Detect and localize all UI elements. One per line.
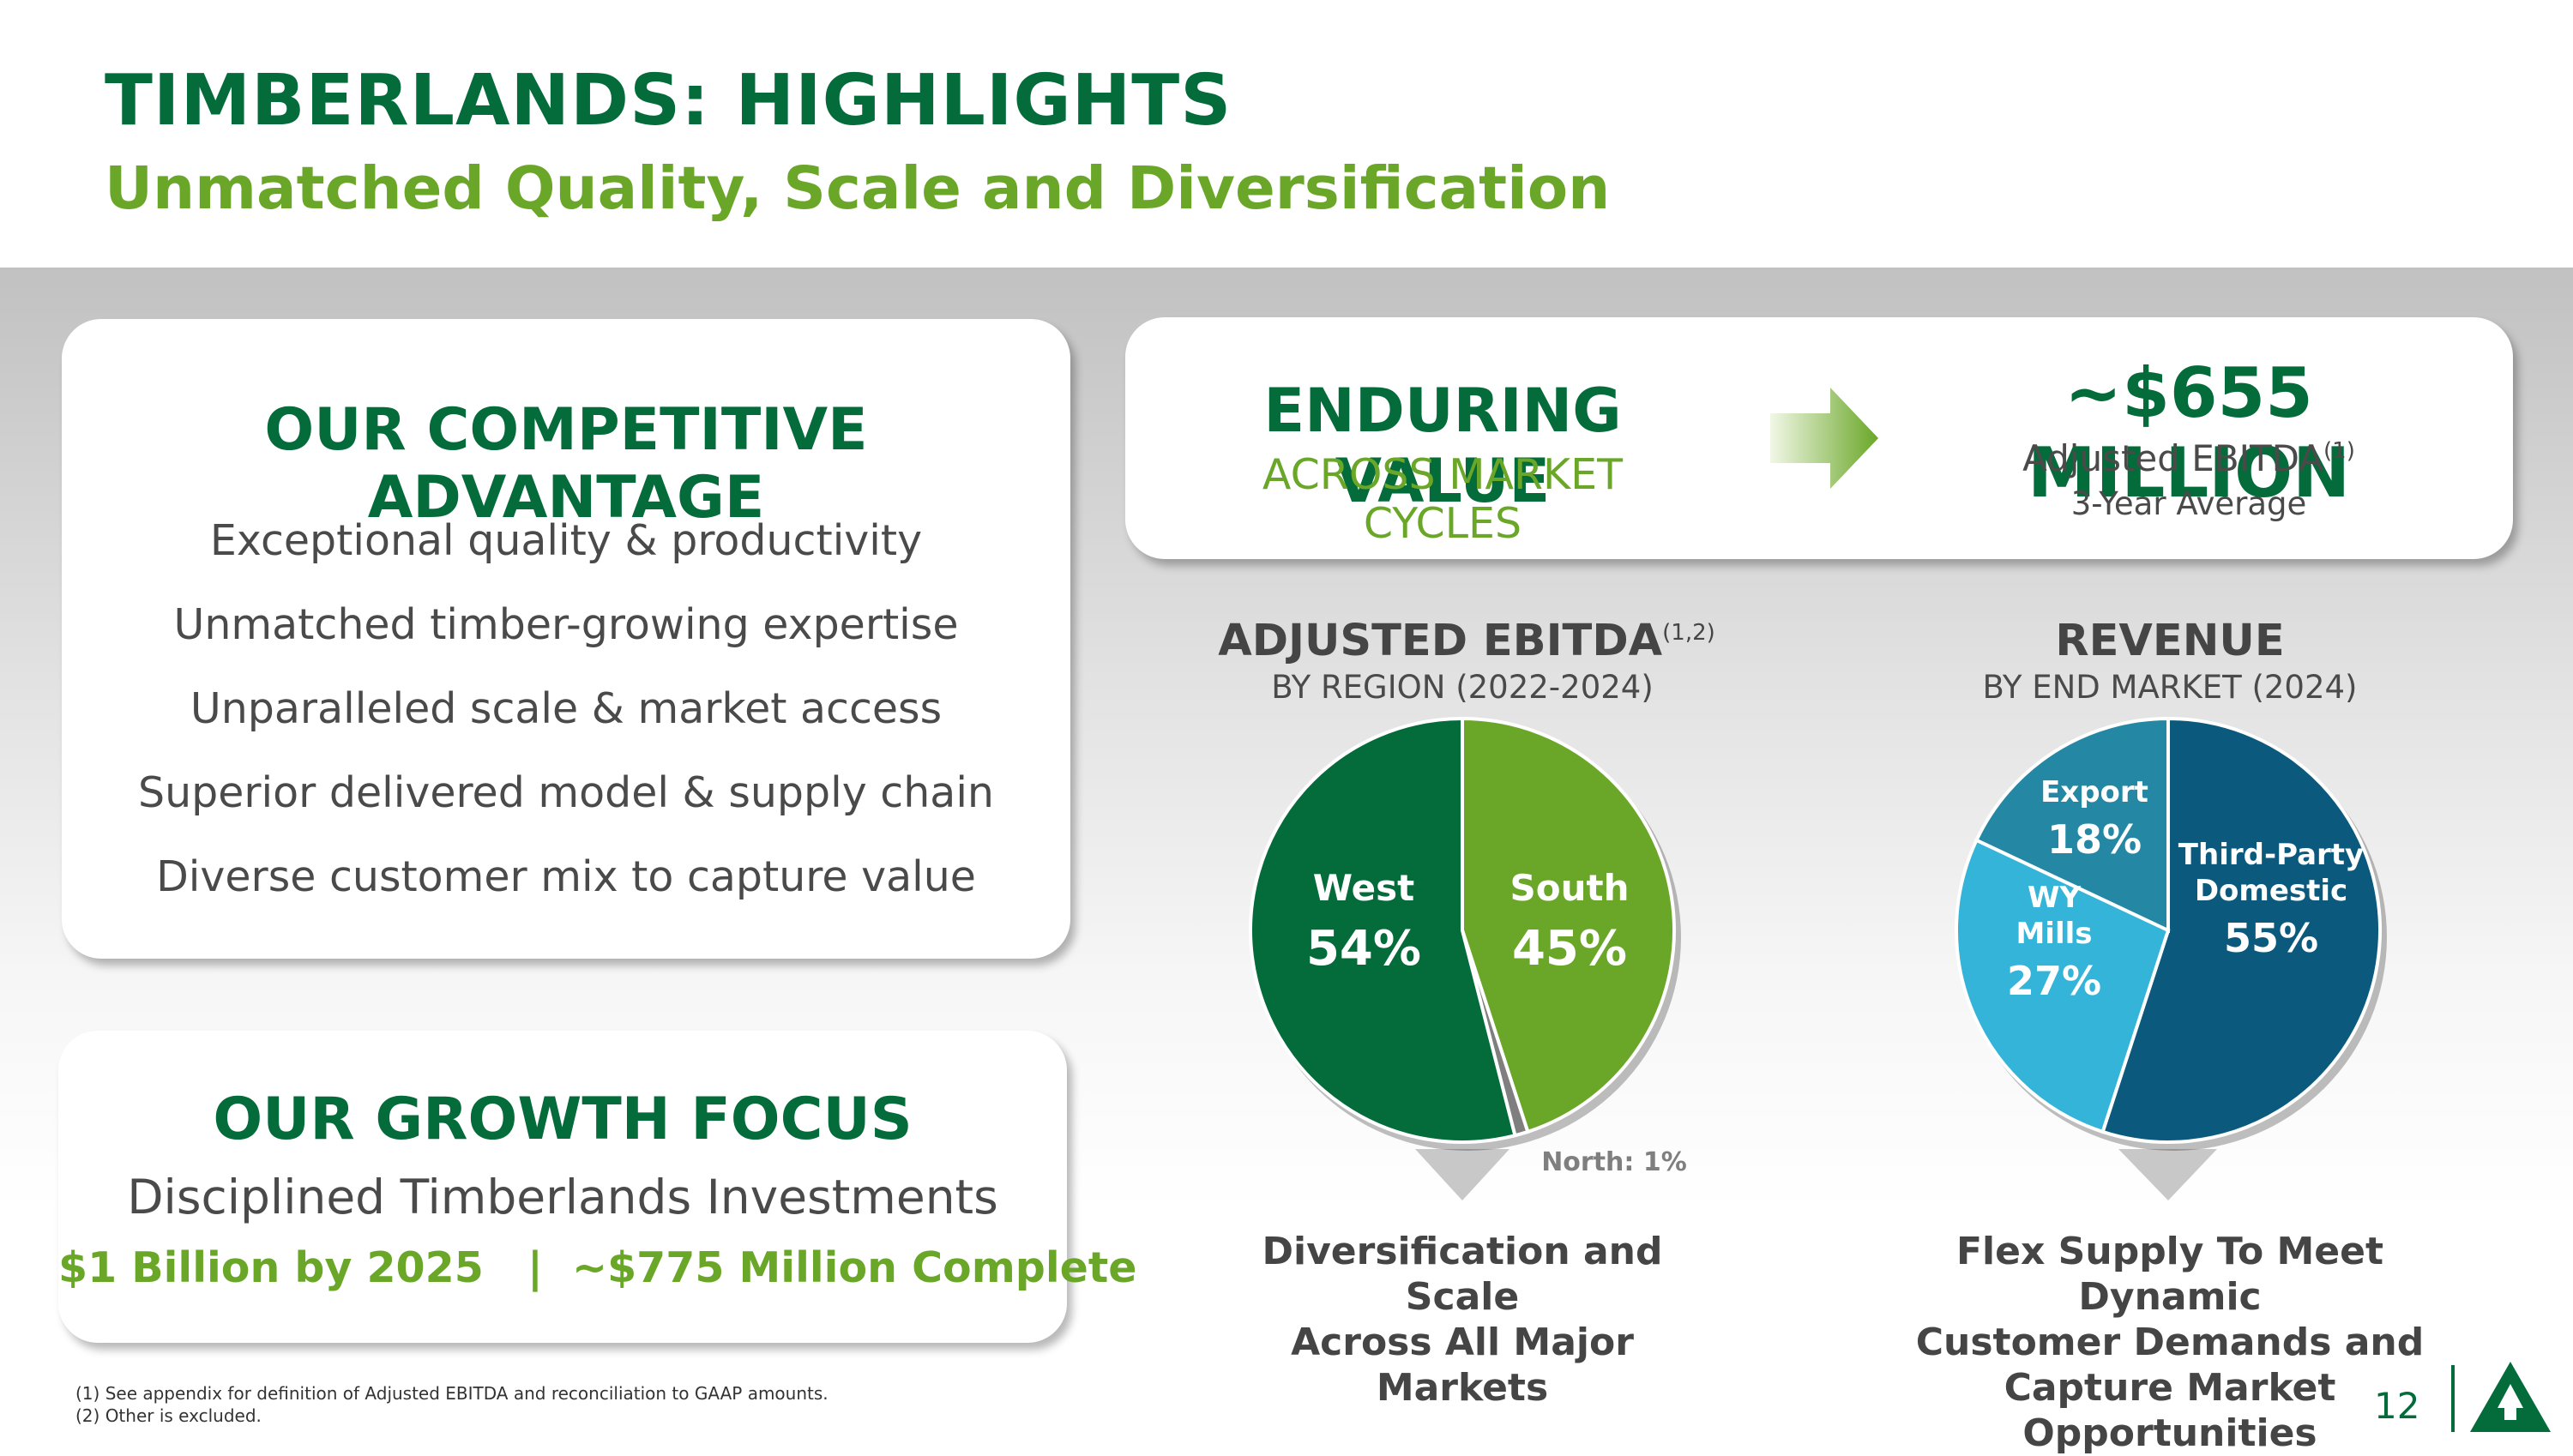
advantage-item: Diverse customer mix to capture value	[156, 852, 976, 901]
caption-line: Diversification and Scale	[1262, 1230, 1663, 1319]
page-title: TIMBERLANDS: HIGHLIGHTS	[105, 60, 1232, 141]
footnote: (1) See appendix for definition of Adjus…	[75, 1383, 829, 1404]
slice-label: Third-Party	[2178, 838, 2364, 872]
ebitda-chart-caption: Diversification and Scale Across All Maj…	[1201, 1229, 1724, 1411]
growth-investment-goal: $1 Billion by 2025 | ~$775 Million Compl…	[58, 1243, 1137, 1292]
competitive-advantage-title: OUR COMPETITIVE ADVANTAGE	[264, 396, 868, 532]
pie-slice	[1955, 838, 2171, 1134]
caption-line: Across All Major Markets	[1291, 1321, 1634, 1410]
ebitda-amount: ~$655 MILLION	[2027, 353, 2351, 513]
advantage-list: Exceptional quality & productivity Unmat…	[62, 499, 1070, 919]
chart-pointer	[1415, 1149, 1509, 1200]
revenue-chart-title: REVENUE	[2055, 616, 2285, 666]
ebitda-chart-title: ADJUSTED EBITDA(1,2)	[1201, 616, 1732, 666]
ebitda-chart-subtitle: BY REGION (2022-2024)	[1271, 669, 1654, 706]
growth-focus-title: OUR GROWTH FOCUS	[213, 1086, 913, 1153]
pie-slice	[1249, 716, 1517, 1144]
caption-line: Flex Supply To Meet Dynamic	[1956, 1230, 2383, 1319]
caption-line: Customer Demands and	[1915, 1321, 2425, 1364]
slice-value: 55%	[2224, 915, 2318, 961]
ebitda-chart-footnote-ref: (1,2)	[1662, 620, 1715, 646]
page-subtitle: Unmatched Quality, Scale and Diversifica…	[105, 154, 1611, 223]
enduring-value-subtitle: ACROSS MARKET CYCLES	[1262, 450, 1624, 548]
growth-focus-card: OUR GROWTH FOCUS Disciplined Timberlands…	[58, 1031, 1137, 1343]
ebitda-period: 3-Year Average	[2070, 485, 2307, 522]
slice-value: 54%	[1306, 921, 1421, 977]
growth-focus-subtitle: Disciplined Timberlands Investments	[127, 1170, 998, 1224]
page-number: 12	[2374, 1385, 2420, 1427]
slice-label: Mills	[2016, 917, 2092, 951]
pie-slice	[1461, 716, 1676, 1134]
slice-label: South	[1510, 867, 1630, 909]
ebitda-chart-title-text: ADJUSTED EBITDA	[1218, 616, 1663, 666]
advantage-item: Unparalleled scale & market access	[190, 684, 943, 733]
footnotes: (1) See appendix for definition of Adjus…	[75, 1382, 829, 1427]
chart-pointer	[2118, 1149, 2217, 1200]
header: TIMBERLANDS: HIGHLIGHTS Unmatched Qualit…	[0, 0, 2573, 268]
ebitda-footnote-ref: (1)	[2323, 438, 2355, 464]
revenue-chart-subtitle: BY END MARKET (2024)	[1982, 669, 2358, 706]
arrow-right-icon	[1770, 388, 1878, 489]
slice-label: West	[1313, 867, 1414, 909]
company-logo-icon	[2470, 1362, 2551, 1432]
pie-slice	[1973, 716, 2170, 934]
slice-label: WY	[2028, 881, 2082, 915]
advantage-item: Superior delivered model & supply chain	[138, 768, 994, 817]
slice-label-north: North: 1%	[1541, 1147, 1687, 1177]
footnote: (2) Other is excluded.	[75, 1405, 262, 1426]
advantage-item: Exceptional quality & productivity	[209, 516, 923, 565]
slice-value: 27%	[2007, 958, 2101, 1004]
slice-value: 18%	[2047, 816, 2142, 863]
advantage-item: Unmatched timber-growing expertise	[173, 600, 959, 649]
competitive-advantage-card: OUR COMPETITIVE ADVANTAGE Exceptional qu…	[62, 319, 1070, 959]
footer-divider	[2451, 1365, 2455, 1432]
enduring-value-title: ENDURING VALUE	[1263, 376, 1622, 516]
enduring-value-card: ENDURING VALUE ACROSS MARKET CYCLES ~$65…	[1125, 317, 2513, 559]
slice-label: Export	[2040, 775, 2148, 809]
slice-value: 45%	[1512, 921, 1627, 977]
pie-slice	[2100, 716, 2382, 1144]
slice-label: Domestic	[2195, 874, 2347, 908]
ebitda-label-text: Adjusted EBITDA	[2022, 437, 2324, 479]
ebitda-label: Adjusted EBITDA(1)	[1897, 437, 2480, 479]
